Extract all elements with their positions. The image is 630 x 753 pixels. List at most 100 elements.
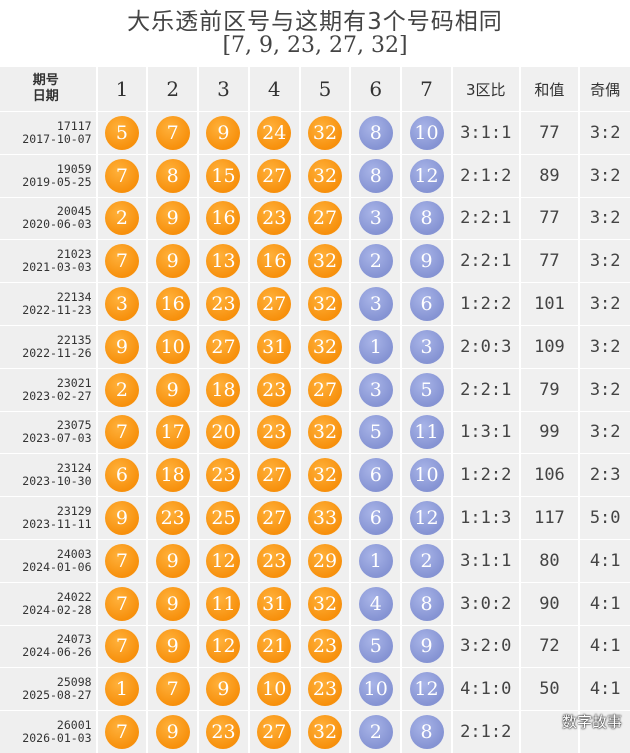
front-ball: 32 (307, 158, 342, 193)
front-ball: 23 (257, 415, 292, 450)
front-ball: 5 (104, 115, 139, 150)
sum-value: 77 (520, 197, 581, 240)
front-ball: 23 (257, 543, 292, 578)
front-ball-cell: 7 (97, 539, 149, 582)
front-ball-cell: 32 (300, 411, 352, 454)
front-ball-cell: 9 (97, 325, 149, 368)
front-ball-cell: 5 (97, 112, 149, 154)
front-ball: 33 (307, 501, 342, 536)
odd-even-ratio: 3:2 (580, 411, 630, 454)
back-ball-cell: 2 (351, 711, 403, 753)
front-ball: 9 (155, 629, 190, 664)
back-ball-cell: 3 (351, 197, 403, 240)
issue-number: 20045 (56, 204, 92, 219)
table-row: 24003 2024-01-06 7 9 12 23 29 1 2 3:1:1 80 4:1 (0, 538, 630, 582)
back-ball-cell: 1 (351, 539, 403, 582)
header-ratio: 3区比 (452, 67, 521, 111)
front-ball-cell: 8 (148, 154, 200, 197)
front-ball-cell: 7 (148, 668, 200, 711)
draw-date: 2023-02-27 (22, 388, 92, 403)
front-ball: 18 (206, 372, 241, 407)
front-ball-cell: 17 (148, 411, 200, 454)
back-ball: 6 (358, 501, 393, 536)
front-ball-cell: 27 (249, 154, 301, 197)
issue-number: 23021 (56, 375, 92, 390)
zone-ratio: 3:1:1 (452, 539, 521, 582)
front-ball-cell: 27 (249, 454, 301, 497)
front-ball-cell: 9 (148, 582, 200, 625)
draw-date: 2021-03-03 (22, 260, 92, 275)
front-ball: 23 (155, 501, 190, 536)
front-ball-cell: 16 (199, 197, 250, 240)
front-ball: 27 (257, 158, 292, 193)
issue-number: 24003 (56, 546, 92, 561)
front-ball: 17 (155, 415, 190, 450)
front-ball: 2 (104, 201, 139, 236)
front-ball-cell: 32 (300, 154, 352, 197)
table-row: 20045 2020-06-03 2 9 16 23 27 3 8 2:2:1 77 3:2 (0, 196, 630, 240)
front-ball-cell: 20 (199, 411, 250, 454)
issue-date-cell: 17117 2017-10-07 (0, 112, 98, 154)
odd-even-ratio: 3:2 (580, 240, 630, 283)
back-ball-cell: 12 (402, 154, 453, 197)
front-ball: 7 (104, 415, 139, 450)
watermark: 数字故事 (561, 713, 622, 731)
front-ball: 9 (155, 715, 190, 750)
issue-number: 26001 (56, 718, 92, 733)
front-ball-cell: 27 (249, 711, 301, 753)
front-ball-cell: 23 (199, 454, 250, 497)
back-ball: 10 (358, 672, 393, 707)
front-ball: 27 (257, 501, 292, 536)
front-ball: 29 (307, 543, 342, 578)
front-ball-cell: 6 (97, 454, 149, 497)
front-ball-cell: 10 (148, 325, 200, 368)
front-ball: 7 (155, 672, 190, 707)
back-ball-cell: 5 (351, 411, 403, 454)
front-ball-cell: 23 (300, 625, 352, 668)
issue-date-cell: 26001 2026-01-03 (0, 711, 98, 753)
sum-value: 77 (520, 240, 581, 283)
header-odd-even: 奇偶 (580, 67, 630, 111)
draw-date: 2022-11-23 (22, 303, 92, 318)
header-col-1: 1 (97, 67, 149, 111)
front-ball: 9 (155, 372, 190, 407)
front-ball-cell: 27 (300, 368, 352, 411)
front-ball: 7 (104, 158, 139, 193)
front-ball-cell: 31 (249, 325, 301, 368)
front-ball: 15 (206, 158, 241, 193)
back-ball-cell: 5 (351, 625, 403, 668)
front-ball-cell: 23 (199, 283, 250, 325)
front-ball-cell: 9 (148, 368, 200, 411)
odd-even-ratio: 5:0 (580, 497, 630, 539)
front-ball: 32 (307, 415, 342, 450)
front-ball-cell: 3 (97, 283, 149, 325)
front-ball: 27 (206, 329, 241, 364)
back-ball-cell: 8 (402, 582, 453, 625)
draw-date: 2023-11-11 (22, 517, 92, 532)
back-ball: 6 (358, 458, 393, 493)
front-ball-cell: 32 (300, 283, 352, 325)
front-ball-cell: 12 (199, 539, 250, 582)
back-ball: 6 (409, 287, 444, 322)
front-ball-cell: 7 (97, 240, 149, 283)
issue-number: 21023 (56, 247, 92, 262)
back-ball-cell: 6 (402, 283, 453, 325)
front-ball-cell: 2 (97, 368, 149, 411)
front-ball-cell: 33 (300, 497, 352, 539)
draw-date: 2019-05-25 (22, 174, 92, 189)
back-ball-cell: 11 (402, 411, 453, 454)
front-ball: 12 (206, 629, 241, 664)
front-ball: 24 (257, 115, 292, 150)
issue-number: 23129 (56, 504, 92, 519)
odd-even-ratio: 3:2 (580, 325, 630, 368)
front-ball: 9 (155, 201, 190, 236)
front-ball-cell: 7 (97, 625, 149, 668)
issue-number: 24022 (56, 589, 92, 604)
front-ball: 32 (307, 329, 342, 364)
odd-even-ratio: 3:2 (580, 368, 630, 411)
issue-date-cell: 23124 2023-10-30 (0, 454, 98, 497)
front-ball-cell: 31 (249, 582, 301, 625)
zone-ratio: 1:2:2 (452, 283, 521, 325)
back-ball-cell: 12 (402, 497, 453, 539)
zone-ratio: 4:1:0 (452, 668, 521, 711)
